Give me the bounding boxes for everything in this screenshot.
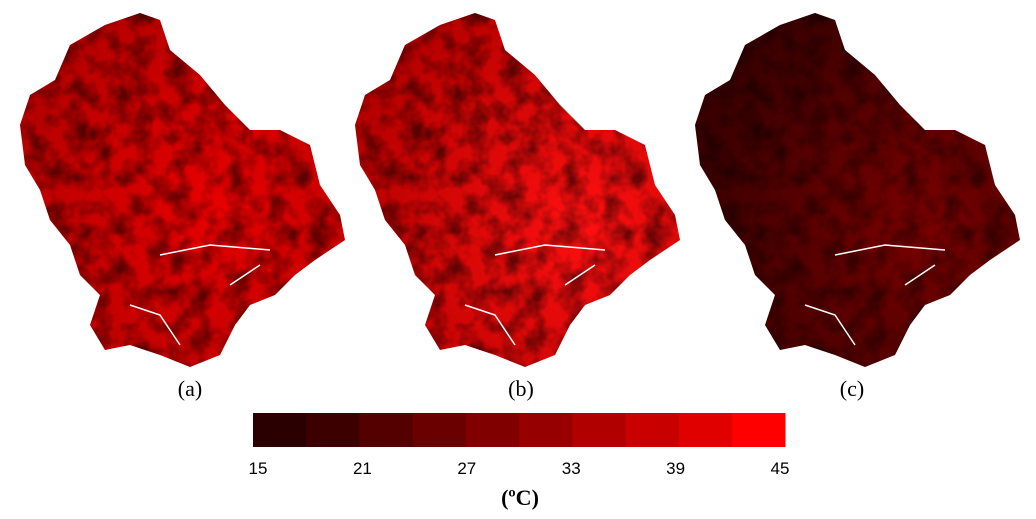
colorbar-unit: (ºC) — [501, 485, 539, 510]
panel-label: (b) — [508, 376, 534, 401]
colorbar-segment — [519, 413, 573, 447]
colorbar: 15 21 27 33 39 45 — [249, 413, 790, 478]
colorbar-segment — [466, 413, 520, 447]
colorbar-tick-label: 33 — [562, 459, 581, 478]
map-a — [10, 5, 350, 375]
colorbar-segment — [359, 413, 413, 447]
colorbar-segment — [306, 413, 360, 447]
colorbar-segment — [679, 413, 733, 447]
panel-label: (a) — [178, 376, 202, 401]
colorbar-segment — [732, 413, 786, 447]
colorbar-segment — [253, 413, 307, 447]
map-c — [685, 5, 1025, 375]
colorbar-tick-label: 27 — [457, 459, 476, 478]
colorbar-segment — [572, 413, 626, 447]
colorbar-tick-label: 21 — [353, 459, 372, 478]
colorbar-segment — [625, 413, 679, 447]
panel-label: (c) — [840, 376, 864, 401]
colorbar-tick-label: 45 — [771, 459, 790, 478]
map-b — [345, 5, 685, 375]
colorbar-tick-label: 39 — [666, 459, 685, 478]
colorbar-tick-label: 15 — [249, 459, 268, 478]
figure: (a) (b) (c) 15 21 27 33 39 45 (ºC) — [0, 0, 1036, 519]
colorbar-segment — [413, 413, 467, 447]
